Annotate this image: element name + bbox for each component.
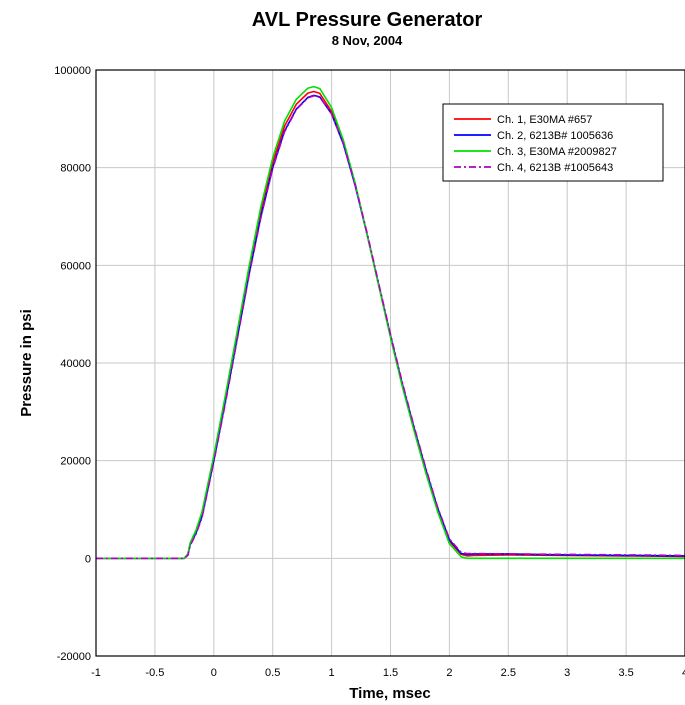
x-tick-label: 1.5 [383, 667, 398, 679]
series-group [96, 85, 685, 560]
y-tick-label: 20000 [60, 456, 91, 468]
x-tick-label: 2.5 [501, 667, 516, 679]
x-axis-label: Time, msec [349, 685, 430, 702]
x-tick-label: 2 [446, 667, 452, 679]
x-tick-label: 3.5 [618, 667, 633, 679]
chart-title: AVL Pressure Generator [252, 9, 483, 31]
series-line-ch4 [96, 95, 685, 560]
y-tick-label: 80000 [60, 163, 91, 175]
x-tick-label: -0.5 [145, 667, 164, 679]
x-tick-label: -1 [91, 667, 101, 679]
legend: Ch. 1, E30MA #657 Ch. 2, 6213B# 1005636 Ch… [442, 103, 664, 182]
plot-frame [95, 69, 685, 657]
series-line-ch3 [96, 85, 685, 560]
y-axis-label: Pressure in psi [18, 309, 35, 417]
y-tick-label: 0 [85, 553, 91, 565]
x-tick-label: 3 [564, 667, 570, 679]
legend-label-ch3: Ch. 3, E30MA #2009827 [497, 146, 617, 158]
x-tick-label: 0 [211, 667, 217, 679]
x-tick-label: 1 [329, 667, 335, 679]
y-tick-label: 40000 [60, 358, 91, 370]
legend-box [442, 103, 664, 182]
legend-label-ch4: Ch. 4, 6213B #1005643 [497, 162, 613, 174]
x-tick-label: 4 [682, 667, 685, 679]
y-tick-label: 100000 [54, 65, 91, 77]
y-tick-label: 60000 [60, 260, 91, 272]
legend-label-ch1: Ch. 1, E30MA #657 [497, 114, 592, 126]
y-tick-label: -20000 [57, 651, 91, 663]
y-tick-labels: -20000 0 20000 40000 60000 80000 100000 [54, 65, 91, 663]
x-tick-label: 0.5 [265, 667, 280, 679]
x-tick-labels: -1 -0.5 0 0.5 1 1.5 2 2.5 3 3.5 4 [91, 667, 685, 679]
legend-label-ch2: Ch. 2, 6213B# 1005636 [497, 130, 613, 142]
chart-subtitle: 8 Nov, 2004 [332, 33, 403, 48]
